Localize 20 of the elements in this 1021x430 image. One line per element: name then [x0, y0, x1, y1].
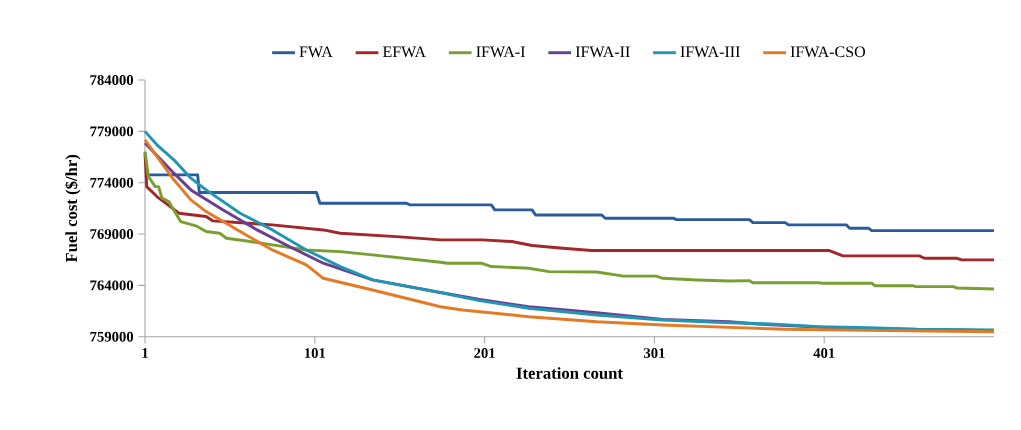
y-axis-title: Fuel cost ($/hr)	[64, 154, 81, 263]
legend-label: IFWA-III	[680, 46, 740, 58]
legend-label: EFWA	[382, 46, 426, 58]
y-tick-label: 764000	[90, 280, 134, 291]
legend-label: IFWA-CSO	[790, 46, 866, 58]
x-axis-title: Iteration count	[516, 367, 623, 379]
x-tick-label: 401	[813, 348, 835, 358]
x-tick-label: 101	[304, 348, 326, 358]
y-tick-label: 784000	[90, 75, 134, 85]
y-tick-label: 759000	[90, 331, 134, 342]
x-tick-label: 1	[142, 348, 148, 358]
line-series	[143, 150, 996, 291]
x-tick-label: 301	[643, 348, 665, 358]
y-tick-label: 769000	[90, 229, 134, 239]
y-tick-label: 779000	[90, 126, 134, 137]
legend-label: IFWA-I	[476, 46, 525, 58]
y-tick-label: 774000	[90, 177, 134, 188]
legend-label: IFWA-II	[575, 46, 630, 58]
x-tick-label: 201	[474, 348, 495, 358]
legend-label: FWA	[299, 46, 333, 58]
